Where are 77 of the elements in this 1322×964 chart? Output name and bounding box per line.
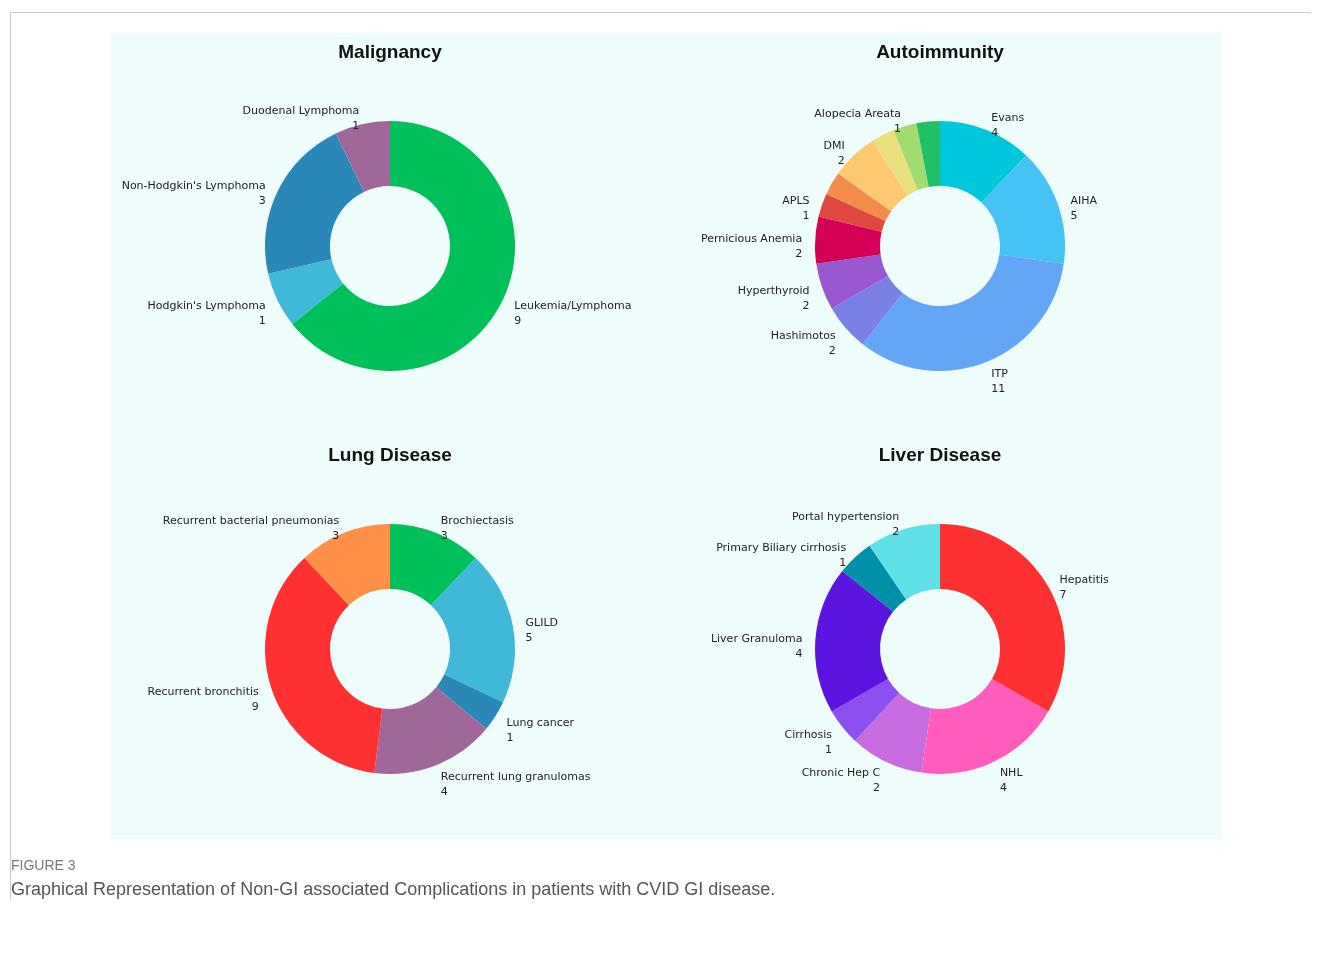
data-label: 5 xyxy=(525,631,533,645)
data-label: 2 xyxy=(828,344,836,358)
slice-label: Portal hypertension xyxy=(791,510,900,524)
slice-label: Leukemia/Lymphoma xyxy=(514,298,632,312)
slice-label: ITP xyxy=(991,367,1009,381)
donut-slice xyxy=(304,524,390,606)
donut-slice xyxy=(862,254,1064,371)
donut-slice xyxy=(268,259,344,324)
slice-label: Brochiectasis xyxy=(440,513,515,527)
data-label: 7 xyxy=(1059,588,1067,601)
donut-slice xyxy=(818,194,886,232)
slice-label: Hyperthyroid xyxy=(737,284,810,298)
slice-label: Hepatitis xyxy=(1059,573,1110,586)
data-label: 2 xyxy=(795,247,803,261)
slice-label: NHL xyxy=(999,766,1024,780)
caption: FIGURE 3 xyxy=(11,857,77,873)
slice-label: Cirrhosis xyxy=(784,728,833,742)
slice-label: Chronic Hep C xyxy=(801,766,881,780)
donut-slice xyxy=(292,121,515,371)
slice-label: Lung cancer xyxy=(506,715,575,729)
data-label: 1 xyxy=(839,555,847,569)
slice-label: Recurrent bronchitis xyxy=(147,684,260,698)
slice-label: Pernicious Anemia xyxy=(700,232,803,246)
slice-label: Liver Granuloma xyxy=(710,631,803,645)
data-label: 2 xyxy=(802,299,810,313)
data-label: 2 xyxy=(892,525,900,539)
slice-label: Duodenal Lymphoma xyxy=(242,104,360,118)
donut-slice xyxy=(374,687,487,774)
data-label: 4 xyxy=(440,785,448,799)
data-label: 2 xyxy=(873,781,881,795)
slice-label: AIHA xyxy=(1070,193,1098,207)
donut-slice xyxy=(265,133,364,274)
text: Graphical Representation of Non-GI associated Complications in patients with CVID GI disease. xyxy=(11,879,777,900)
donut-slice xyxy=(831,679,900,741)
chart-title: Malignancy xyxy=(338,41,443,62)
slice-label: Alopecia Areata xyxy=(814,106,902,120)
slice-label: Primary Biliary cirrhosis xyxy=(716,540,847,554)
donut-slice xyxy=(815,216,882,264)
slice-label: Evans xyxy=(991,110,1025,124)
data-label: 9 xyxy=(251,699,259,713)
data-label: 1 xyxy=(506,730,514,744)
donut-slice xyxy=(265,557,383,774)
data-label: 1 xyxy=(894,121,902,135)
donut-slice xyxy=(436,674,504,729)
donut-slice xyxy=(431,557,515,703)
data-label: 1 xyxy=(825,743,833,757)
donut-slice xyxy=(815,571,894,712)
slice-label: DMI xyxy=(823,139,845,153)
data-label: 1 xyxy=(802,208,810,222)
donut-slice xyxy=(826,173,892,222)
chart-title: Autoimmunity xyxy=(876,41,1005,62)
data-label: 9 xyxy=(514,313,522,327)
data-label: 2 xyxy=(837,154,845,168)
donut-slice xyxy=(916,121,940,188)
data-label: 5 xyxy=(1070,208,1078,222)
slice-label: Recurrent bacterial pneumonias xyxy=(162,513,340,527)
donut-slice xyxy=(390,524,476,606)
data-label: 3 xyxy=(258,194,266,208)
slice-label: GLILD xyxy=(525,616,559,630)
donut-slice xyxy=(869,524,940,600)
donut-slice xyxy=(940,121,1027,203)
slice-label: Recurrent lung granulomas xyxy=(440,770,591,784)
data-label: 4 xyxy=(999,781,1007,795)
donut-slice xyxy=(921,679,1049,774)
data-label: 1 xyxy=(258,313,266,327)
chart-title: Liver Disease xyxy=(878,444,1002,465)
slice-label: Hashimotos xyxy=(770,329,836,343)
donut-slice xyxy=(981,155,1065,264)
slice-label: Non-Hodgkin's Lymphoma xyxy=(121,179,266,193)
data-label: 4 xyxy=(795,646,803,660)
slice-label: Hodgkin's Lymphoma xyxy=(147,298,266,312)
slice-label: APLS xyxy=(782,193,810,207)
data-label: 11 xyxy=(991,382,1006,396)
donut-slice xyxy=(335,121,390,192)
chart-title: Lung Disease xyxy=(328,444,452,465)
donut-slice xyxy=(816,254,889,309)
donut-slice xyxy=(893,123,929,191)
